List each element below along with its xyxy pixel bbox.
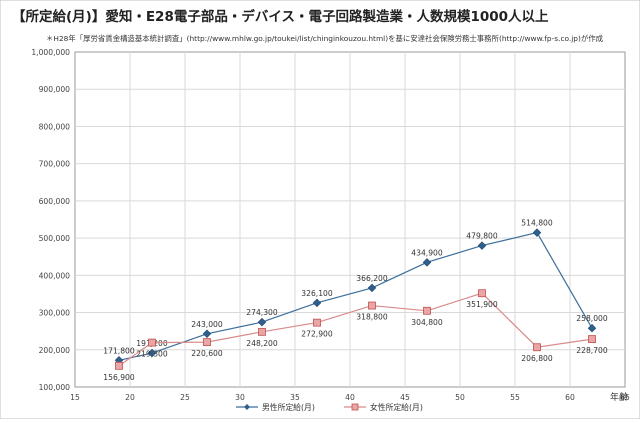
data-point [257,317,267,327]
data-point [202,329,212,338]
data-label: 434,900 [411,248,443,257]
legend-label: 男性所定給(月) [262,402,315,412]
legend-marker [351,403,359,411]
chart-title: 【所定給(月)】愛知・E28電子部品・デバイス・電子回路製造業・人数規模1000… [12,8,549,25]
data-point [313,318,321,327]
x-tick-label: 65 [620,393,630,402]
data-label: 243,000 [191,320,223,329]
data-label: 228,700 [576,346,608,355]
data-point [203,338,211,347]
data-label: 274,300 [246,308,278,317]
data-point [478,289,486,298]
y-tick-label: 200,000 [39,346,71,355]
gridlines [75,52,625,387]
legend-label: 女性所定給(月) [370,402,423,412]
data-point [367,283,377,293]
data-point [312,298,322,308]
data-label: 258,000 [576,314,608,323]
y-tick-label: 1,000,000 [31,48,70,57]
data-label: 514,800 [521,219,553,228]
data-point [422,258,432,267]
data-label: 304,800 [411,318,443,327]
data-label: 326,100 [301,289,333,298]
data-label: 171,800 [103,346,135,355]
data-point [588,335,596,343]
y-tick-label: 900,000 [39,85,71,94]
data-label: 479,800 [466,232,498,241]
legend-item-1: 男性所定給(月) [236,402,315,412]
data-point [368,301,376,310]
data-label: 351,900 [466,300,498,309]
x-axis-label: 年齢 [610,391,628,403]
data-point [532,228,542,237]
data-point [258,327,266,336]
x-tick-label: 40 [345,393,355,402]
x-tick-label: 35 [290,393,300,402]
series-2: 156,900 219,300 220,600 248,200 272,900 318,8… [103,289,608,382]
x-tick-label: 45 [400,393,410,402]
x-tick-label: 20 [125,393,135,402]
y-tick-label: 500,000 [39,234,71,243]
legend: 男性所定給(月) 女性所定給(月) [236,402,423,412]
y-tick-label: 600,000 [39,197,71,206]
y-tick-label: 300,000 [39,309,71,318]
x-axis-tick-labels: 15 20 25 30 35 40 45 50 55 60 65 [70,393,630,402]
data-point [423,306,431,315]
x-tick-label: 55 [510,393,520,402]
x-tick-label: 50 [455,393,465,402]
data-label: 156,900 [103,373,135,382]
y-axis-tick-labels: 100,000 200,000 300,000 400,000 500,000 600,0… [31,48,70,392]
data-label: 220,600 [191,349,223,358]
data-label: 219,300 [136,350,168,359]
data-point [115,361,123,370]
data-label: 366,200 [356,274,388,283]
x-tick-label: 15 [70,393,80,402]
data-point [533,343,541,352]
data-point [148,338,156,347]
data-point [147,348,157,358]
x-tick-label: 30 [235,393,245,402]
series-layer: 171,800191,200243,000274,300326,100366,2… [103,219,608,382]
y-tick-label: 400,000 [39,271,71,280]
data-point [587,323,597,333]
y-tick-label: 700,000 [39,160,71,169]
chart-subtitle: ＊H28年「厚労省賃金構造基本統計調査」(http://www.mhlw.go.… [46,34,604,43]
legend-item-2: 女性所定給(月) [344,402,423,412]
data-label: 272,900 [301,330,333,339]
data-point [477,241,487,250]
y-tick-label: 800,000 [39,122,71,131]
data-label: 206,800 [521,354,553,363]
x-tick-label: 25 [180,393,190,402]
series-line [118,231,593,361]
data-label: 248,200 [246,339,278,348]
y-tick-label: 100,000 [39,383,71,392]
series-line [118,292,593,367]
legend-marker [244,404,250,410]
x-tick-label: 60 [565,393,575,402]
data-label: 318,800 [356,313,388,322]
